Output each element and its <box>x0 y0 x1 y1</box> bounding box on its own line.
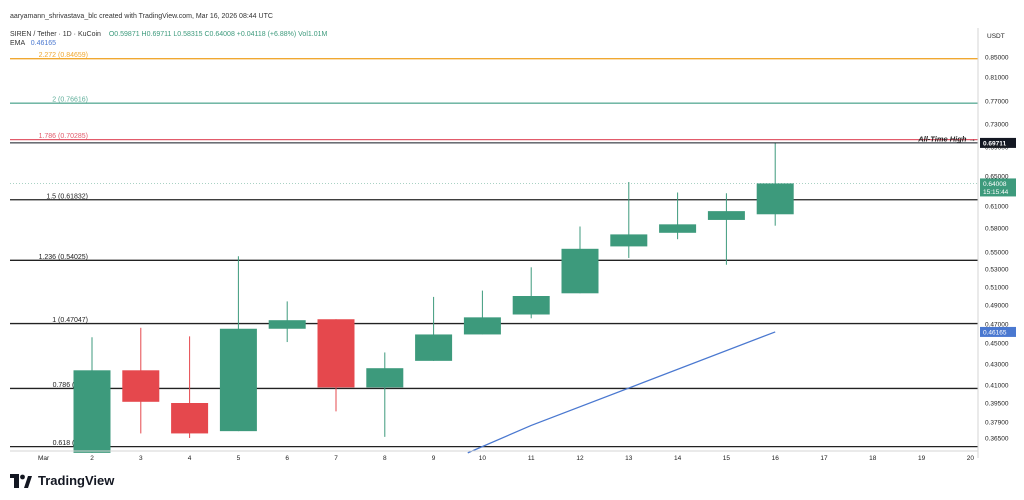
price-tick-label: 0.45000 <box>985 341 1009 348</box>
candle-body <box>415 334 453 361</box>
fib-level-label: 1.786 (0.70285) <box>39 133 88 140</box>
countdown-text: 15:15:44 <box>983 189 1009 196</box>
candle-body <box>317 319 355 388</box>
fib-level-label: 1.236 (0.54025) <box>39 254 88 261</box>
time-tick-label: 13 <box>625 455 633 462</box>
time-tick-label: 9 <box>432 455 436 462</box>
symbol-name[interactable]: SIREN / Tether · 1D · KuCoin <box>10 31 101 38</box>
price-tick-label: 0.69000 <box>985 145 1009 152</box>
fib-level-label: 0.786 (0.40 <box>53 382 89 389</box>
time-tick-label: 10 <box>479 455 487 462</box>
ema-legend[interactable]: EMA 0.46165 <box>10 40 56 47</box>
price-tick-label: 0.36500 <box>985 436 1009 443</box>
time-tick-label: 20 <box>967 455 975 462</box>
candle-body <box>463 317 501 335</box>
price-tick-label: 0.85000 <box>985 55 1009 62</box>
price-tick-label: 0.47000 <box>985 322 1009 329</box>
candle-body <box>756 183 794 215</box>
time-tick-label: 11 <box>528 455 535 462</box>
candle-body <box>512 296 550 315</box>
time-tick-label: 3 <box>139 455 143 462</box>
tradingview-logo-icon <box>10 473 32 488</box>
price-tick-label: 0.55000 <box>985 250 1009 257</box>
time-tick-label: 17 <box>820 455 828 462</box>
last-price-tag <box>980 178 1016 197</box>
currency-label: USDT <box>987 33 1005 40</box>
ema-label: EMA <box>10 40 25 47</box>
last-price-text: 0.64008 <box>983 181 1007 188</box>
candle-body <box>610 234 648 247</box>
candle-body <box>122 370 160 402</box>
candle-body <box>219 328 257 432</box>
time-tick-label: 4 <box>188 455 192 462</box>
price-tick-label: 0.51000 <box>985 285 1009 292</box>
fib-level-label: 0.618 (0.35 <box>53 440 89 447</box>
candle-body <box>268 320 306 329</box>
time-tick-label: 6 <box>285 455 289 462</box>
ema-price-text: 0.46165 <box>983 329 1007 336</box>
price-tick-label: 0.49000 <box>985 303 1009 310</box>
time-tick-label: 14 <box>674 455 682 462</box>
candle-body <box>561 248 599 294</box>
time-tick-label: 2 <box>90 455 94 462</box>
candle-body <box>707 211 745 220</box>
fib-level-label: 2 (0.76616) <box>52 97 88 104</box>
chart-credit: aaryamann_shrivastava_blc created with T… <box>10 13 273 20</box>
price-tick-label: 0.61000 <box>985 204 1009 211</box>
price-tick-label: 0.37900 <box>985 420 1009 427</box>
tradingview-logo[interactable]: TradingView <box>10 473 114 488</box>
price-tick-label: 0.73000 <box>985 122 1009 129</box>
time-tick-label: 16 <box>772 455 780 462</box>
price-tick-label: 0.53000 <box>985 267 1009 274</box>
ema-price-tag <box>980 326 1016 337</box>
ema-series <box>467 331 776 454</box>
time-tick-label: 15 <box>723 455 731 462</box>
candle-body <box>366 368 404 388</box>
fib-level-label: 1.5 (0.61832) <box>46 193 88 200</box>
fib-level-label: 2.272 (0.84659) <box>39 52 88 59</box>
ohlc-values: O0.59871 H0.69711 L0.58315 C0.64008 +0.0… <box>108 31 328 38</box>
candle-body <box>73 370 111 453</box>
time-tick-label: 5 <box>237 455 241 462</box>
ath-price-tag <box>980 137 1016 148</box>
time-tick-label: 7 <box>334 455 338 462</box>
price-tick-label: 0.65000 <box>985 174 1009 181</box>
month-label: Mar <box>38 455 50 462</box>
fib-levels: 2.272 (0.84659) 2 (0.76616) 1.786 (0.70285… <box>10 52 978 448</box>
candles <box>73 142 794 453</box>
time-tick-label: 19 <box>918 455 926 462</box>
time-tick-label: 18 <box>869 455 877 462</box>
ema-line <box>467 331 776 454</box>
ath-label: All-Time High → <box>917 134 976 143</box>
candle-body <box>171 403 209 434</box>
time-tick-label: 12 <box>576 455 584 462</box>
symbol-info: SIREN / Tether · 1D · KuCoin O0.59871 H0… <box>10 31 327 38</box>
price-tick-label: 0.58000 <box>985 226 1009 233</box>
time-axis[interactable]: Mar 2 3 4 5 6 7 8 9 10 11 12 13 14 15 16 17 18 19 20 <box>10 450 978 462</box>
price-axis[interactable]: USDT0.850000.810000.770000.730000.690000… <box>977 28 1009 458</box>
tradingview-logo-text: TradingView <box>38 473 115 488</box>
ath-price-text: 0.69711 <box>983 140 1007 147</box>
ema-value: 0.46165 <box>30 40 57 47</box>
fib-level-label: 1 (0.47047) <box>52 317 88 324</box>
candle-body <box>659 224 697 233</box>
price-tick-label: 0.77000 <box>985 99 1009 106</box>
price-tick-label: 0.43000 <box>985 362 1009 369</box>
time-tick-label: 8 <box>383 455 387 462</box>
price-tick-label: 0.81000 <box>985 75 1009 82</box>
price-tick-label: 0.41000 <box>985 383 1009 390</box>
price-tick-label: 0.39500 <box>985 401 1009 408</box>
